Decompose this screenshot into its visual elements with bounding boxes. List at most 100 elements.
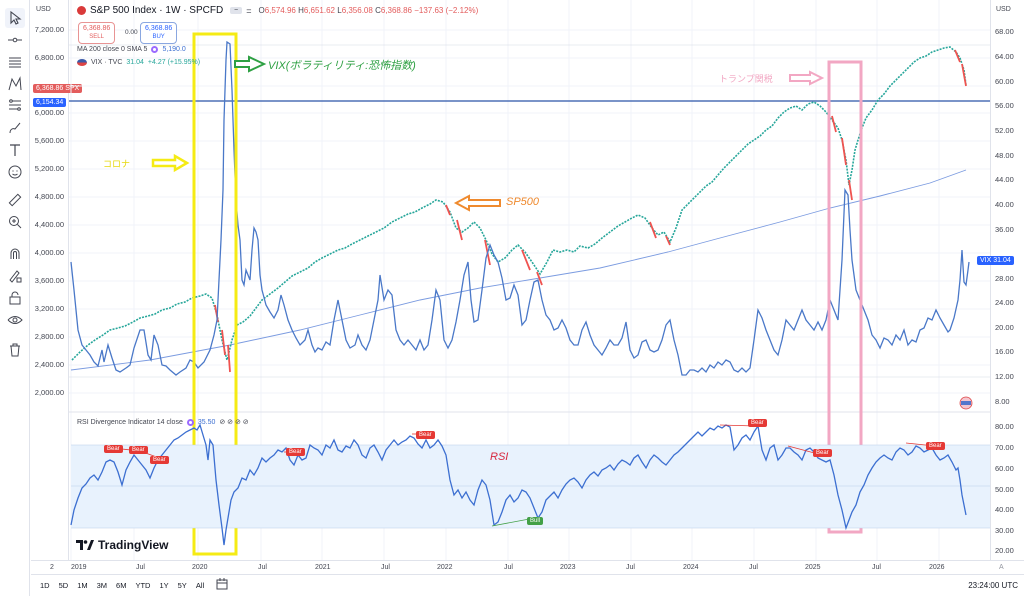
cursor-icon[interactable] [5, 8, 25, 28]
range-1d-button[interactable]: 1D [40, 581, 50, 590]
vix-price-tag: VIX 31.04 [977, 256, 1014, 265]
axis-tick: 40.00 [995, 200, 1014, 209]
axis-tick: 2,800.00 [34, 332, 64, 341]
calendar-goto-icon[interactable] [216, 578, 228, 593]
axis-tick: 4,000.00 [34, 248, 64, 257]
range-1y-button[interactable]: 1Y [159, 581, 169, 590]
trump-tariff-annotation: トランプ関税 [719, 74, 773, 84]
rsi-legend[interactable]: RSI Divergence Indicator 14 close 35.50 … [77, 418, 249, 426]
bear-badge: Bear [104, 445, 123, 453]
lock-draw-icon[interactable] [5, 266, 25, 286]
bear-badge: Bear [926, 442, 945, 450]
bull-badge: Bull [527, 517, 544, 525]
ma-legend[interactable]: MA 200 close 0 SMA 5 5,190.0 [77, 46, 186, 53]
clock-utc[interactable]: 23:24:00 UTC [968, 581, 1018, 590]
rsi-axis-tick: 50.00 [995, 485, 1014, 494]
zoom-icon[interactable] [5, 212, 25, 232]
emoji-icon[interactable] [5, 162, 25, 182]
us-flag-icon [77, 59, 87, 66]
axis-tick: 16.00 [995, 347, 1014, 356]
right-price-axis[interactable]: USD 68.00 64.00 60.00 56.00 52.00 48.00 … [990, 0, 1024, 560]
time-label: 2024 [683, 564, 699, 571]
rsi-axis-tick: 30.00 [995, 526, 1014, 535]
text-icon[interactable] [5, 140, 25, 160]
bear-badge: Bear [416, 431, 435, 439]
market-status-icon[interactable]: – [230, 7, 243, 14]
equals-icon: = [246, 5, 252, 16]
tv-logo-icon [76, 540, 94, 550]
time-label: 2020 [192, 564, 208, 571]
buy-button[interactable]: 6,368.86 BUY [140, 22, 178, 44]
axis-tick: 4,400.00 [34, 220, 64, 229]
axis-tick: 2,000.00 [34, 388, 64, 397]
fib-icon[interactable] [5, 53, 25, 73]
axis-tick: 20.00 [995, 323, 1014, 332]
bear-badge: Bear [748, 419, 767, 427]
axis-tick: 4,800.00 [34, 192, 64, 201]
ruler-icon[interactable] [5, 190, 25, 210]
range-all-button[interactable]: All [195, 581, 205, 590]
time-label: 2023 [560, 564, 576, 571]
axis-tick: 60.00 [995, 77, 1014, 86]
vix-legend[interactable]: VIX · TVC 31.04 +4.27 (+15.95%) [77, 59, 200, 66]
currency-selector-right[interactable]: USD [996, 6, 1011, 13]
symbol-legend[interactable]: S&P 500 Index · 1W · SPCFD – = O6,574.96… [77, 5, 478, 16]
rsi-annotation: RSI [490, 451, 509, 463]
eye-icon[interactable] [5, 310, 25, 330]
axis-tick: 5,600.00 [34, 136, 64, 145]
range-5y-button[interactable]: 5Y [177, 581, 187, 590]
axis-tick: 64.00 [995, 52, 1014, 61]
rsi-axis-tick: 20.00 [995, 546, 1014, 555]
bear-badge: Bear [813, 449, 832, 457]
loading-icon [151, 46, 159, 53]
time-axis[interactable]: 2 2019 Jul 2020 Jul 2021 Jul 2022 Jul 20… [31, 560, 1024, 575]
symbol-title[interactable]: S&P 500 Index · 1W · SPCFD [90, 5, 224, 16]
left-price-axis[interactable]: USD 7,200.00 6,800.00 6,000.00 5,600.00 … [31, 0, 69, 560]
axis-tick: 2,400.00 [34, 360, 64, 369]
lock-icon[interactable] [5, 288, 25, 308]
spread-value: 0.00 [125, 29, 138, 36]
rsi-axis-tick: 60.00 [995, 464, 1014, 473]
hline-price-tag: 6,154.34 [33, 98, 67, 107]
time-label: 2019 [71, 564, 87, 571]
sp500-annotation: SP500 [506, 196, 540, 208]
time-label: 2025 [805, 564, 821, 571]
rsi-axis-tick: 70.00 [995, 443, 1014, 452]
axis-tick: 52.00 [995, 126, 1014, 135]
page-indicator: 2 [50, 564, 54, 571]
bottom-toolbar: 1D 5D 1M 3M 6M YTD 1Y 5Y All 23:24:00 UT… [31, 575, 1024, 596]
ma-value: 5,190.0 [162, 46, 186, 53]
chart-canvas[interactable] [69, 0, 990, 560]
time-label: 2021 [315, 564, 331, 571]
auto-scale-button[interactable]: A [999, 564, 1004, 571]
sell-button[interactable]: 6,368.86 SELL [78, 22, 116, 44]
bear-badge: Bear [286, 448, 305, 456]
range-1m-button[interactable]: 1M [77, 581, 88, 590]
time-label: 2026 [929, 564, 945, 571]
axis-tick: 12.00 [995, 372, 1014, 381]
axis-tick: 44.00 [995, 175, 1014, 184]
range-6m-button[interactable]: 6M [116, 581, 127, 590]
pattern-icon[interactable] [5, 74, 25, 94]
trend-line-icon[interactable] [5, 30, 25, 50]
time-label: Jul [504, 564, 513, 571]
axis-tick: 6,000.00 [34, 108, 64, 117]
range-5d-button[interactable]: 5D [58, 581, 69, 590]
magnet-icon[interactable] [5, 244, 25, 264]
axis-tick: 36.00 [995, 225, 1014, 234]
time-label: 2022 [437, 564, 453, 571]
axis-tick: 28.00 [995, 274, 1014, 283]
trash-icon[interactable] [5, 340, 25, 360]
loading-icon [186, 418, 194, 426]
currency-selector[interactable]: USD [36, 6, 51, 13]
range-ytd-button[interactable]: YTD [135, 581, 151, 590]
forecast-icon[interactable] [5, 95, 25, 115]
tradingview-logo[interactable]: TradingView [76, 538, 168, 552]
brush-icon[interactable] [5, 118, 25, 138]
rsi-axis-tick: 80.00 [995, 422, 1014, 431]
time-label: Jul [872, 564, 881, 571]
corona-annotation: コロナ [103, 159, 131, 169]
axis-tick: 5,200.00 [34, 164, 64, 173]
spx-logo-icon [77, 6, 86, 15]
range-3m-button[interactable]: 3M [96, 581, 108, 590]
